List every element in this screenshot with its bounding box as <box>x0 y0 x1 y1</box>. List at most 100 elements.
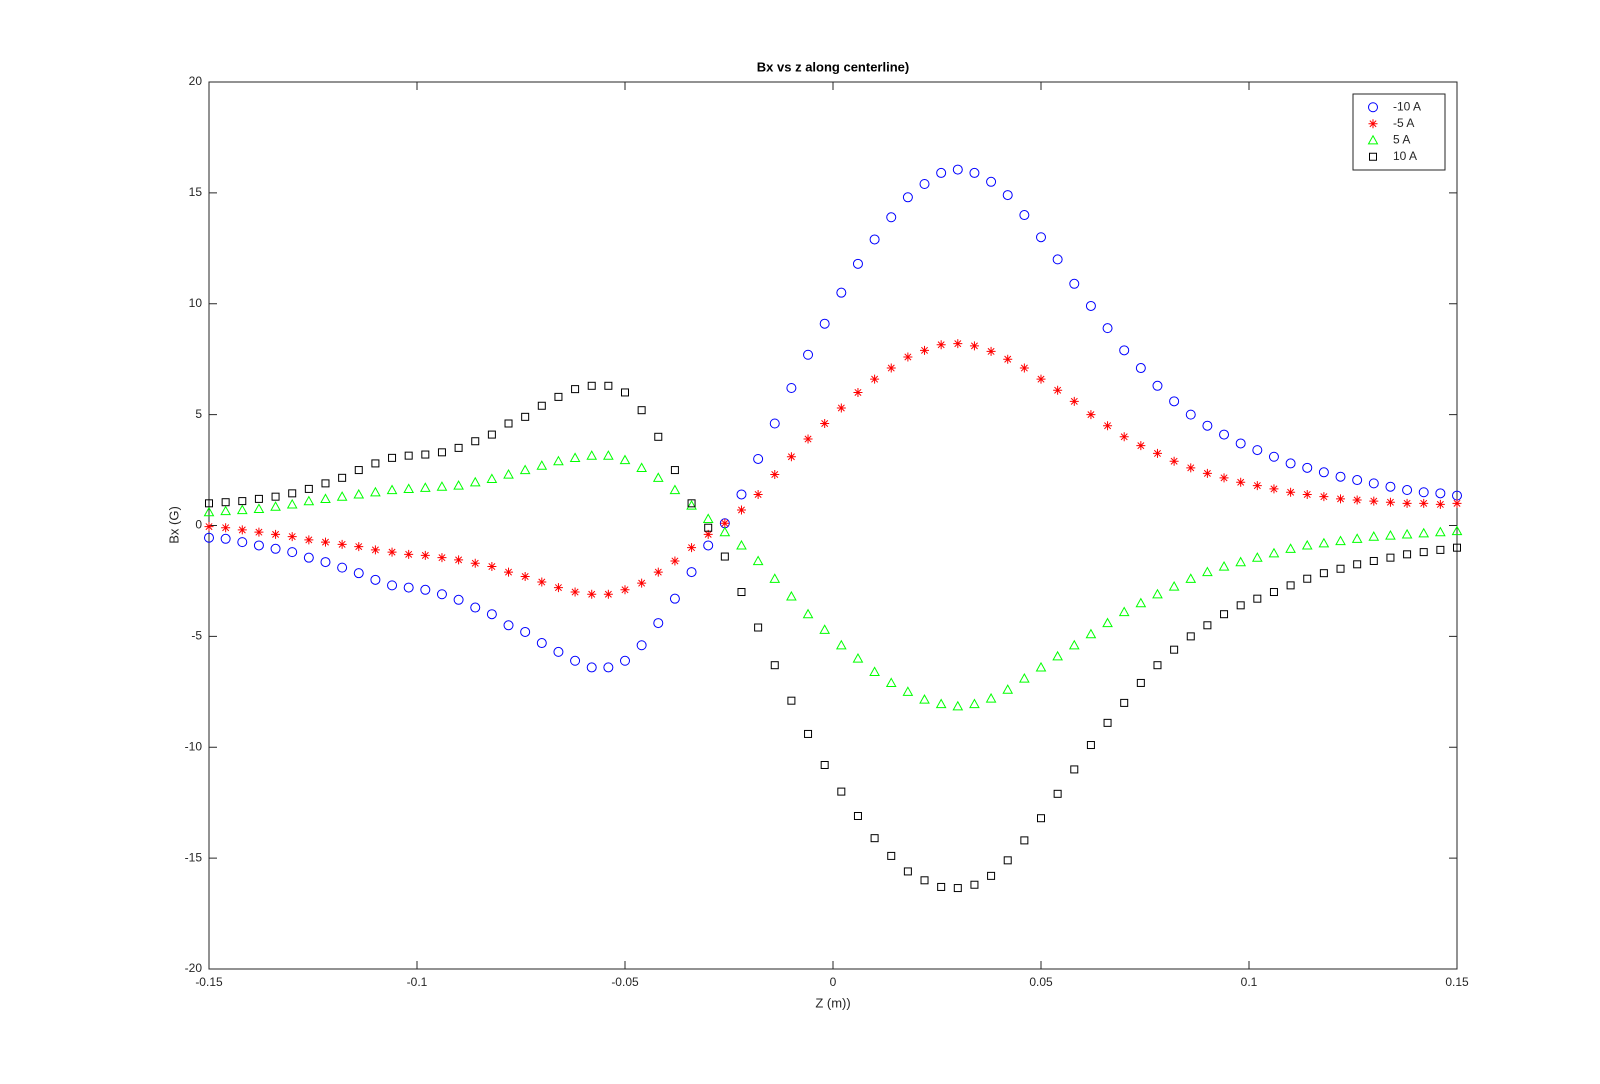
x-tick-label: 0.05 <box>1029 975 1053 989</box>
point <box>403 582 414 593</box>
point <box>1186 463 1196 473</box>
point <box>571 385 580 394</box>
point <box>852 258 863 269</box>
point <box>736 489 747 500</box>
point <box>1268 451 1279 462</box>
point <box>653 567 663 577</box>
point <box>1069 396 1079 406</box>
point <box>736 539 747 550</box>
y-tick-label: 5 <box>195 407 202 421</box>
point <box>803 349 814 360</box>
point <box>802 608 814 619</box>
point <box>1103 718 1112 727</box>
point <box>204 532 214 543</box>
point <box>670 466 679 475</box>
point <box>1086 741 1095 750</box>
point <box>886 212 897 223</box>
point <box>1268 547 1280 558</box>
point <box>487 562 497 572</box>
point <box>1169 456 1179 466</box>
point <box>804 729 813 738</box>
point <box>570 655 581 666</box>
point <box>653 618 664 629</box>
point <box>1002 190 1013 201</box>
point <box>1020 836 1029 845</box>
point <box>1353 560 1362 569</box>
point <box>969 698 980 709</box>
point <box>1102 323 1113 334</box>
point <box>1019 672 1030 683</box>
point <box>1069 278 1080 289</box>
point <box>1318 537 1330 548</box>
legend: -10 A -5 A 5 A 10 A <box>1352 93 1446 171</box>
point <box>503 468 514 479</box>
point <box>553 583 563 593</box>
point <box>1403 550 1412 559</box>
point <box>1401 528 1413 539</box>
point <box>1235 556 1247 567</box>
point <box>237 537 248 548</box>
point <box>604 381 613 390</box>
point <box>786 383 797 394</box>
point <box>387 580 398 591</box>
y-tick-label: 0 <box>195 518 202 532</box>
point <box>1053 789 1062 798</box>
point <box>1203 621 1212 630</box>
point <box>1085 300 1096 311</box>
point <box>820 418 830 428</box>
point <box>1202 420 1213 431</box>
point <box>1169 396 1180 407</box>
point <box>304 484 313 493</box>
chart-title: Bx vs z along centerline) <box>757 59 909 74</box>
point <box>836 403 846 413</box>
point <box>1236 601 1245 610</box>
point <box>1435 488 1446 499</box>
point <box>686 567 697 578</box>
point <box>1352 495 1362 505</box>
point <box>1402 498 1412 508</box>
point <box>786 590 797 601</box>
point <box>903 867 912 876</box>
point <box>621 388 629 397</box>
point <box>1303 574 1312 583</box>
point <box>687 499 696 508</box>
point <box>886 363 896 373</box>
point <box>1102 617 1113 628</box>
point <box>486 473 498 484</box>
point <box>387 547 397 557</box>
point <box>271 529 281 539</box>
point <box>936 340 946 350</box>
point <box>1436 545 1445 554</box>
point <box>752 555 764 566</box>
point <box>203 506 215 517</box>
point <box>835 639 847 650</box>
x-tick-label: 0.1 <box>1241 975 1258 989</box>
y-tick-label: 10 <box>189 296 203 310</box>
point <box>920 876 929 885</box>
series <box>204 164 1462 673</box>
point <box>985 692 997 703</box>
point <box>205 499 213 508</box>
point <box>321 479 330 488</box>
point <box>1119 432 1129 442</box>
point <box>287 532 297 542</box>
point <box>1003 354 1013 364</box>
point <box>303 552 314 563</box>
point <box>353 488 365 499</box>
point <box>569 452 581 462</box>
point <box>1118 606 1130 617</box>
point <box>1386 553 1395 562</box>
point <box>1252 445 1263 456</box>
point <box>1335 535 1346 546</box>
point <box>1152 448 1162 458</box>
point <box>1285 458 1296 469</box>
point <box>453 594 464 605</box>
point <box>337 562 348 573</box>
point <box>353 568 364 579</box>
point <box>420 550 430 560</box>
point <box>1068 639 1080 650</box>
x-tick-label: 0 <box>830 975 837 989</box>
point <box>1369 496 1379 506</box>
point <box>370 545 380 555</box>
